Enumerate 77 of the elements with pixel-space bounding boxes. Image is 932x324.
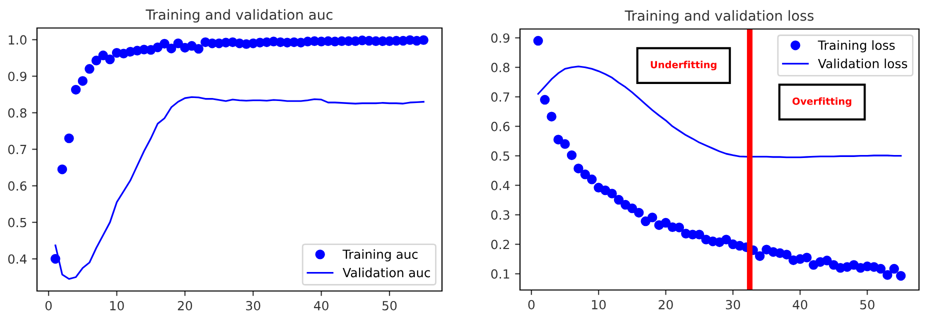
y-tick-label: 0.6 bbox=[8, 181, 26, 191]
y-tick-label: 0.4 bbox=[491, 180, 510, 190]
point bbox=[822, 256, 832, 266]
point bbox=[660, 218, 671, 228]
y-tick-label: 0.5 bbox=[8, 218, 26, 228]
y-tick-label: 0.7 bbox=[8, 144, 26, 154]
y-tick-label: 0.5 bbox=[491, 151, 510, 161]
point bbox=[647, 212, 658, 222]
point bbox=[173, 38, 183, 48]
point bbox=[91, 56, 102, 66]
point bbox=[754, 251, 765, 261]
point bbox=[540, 94, 550, 105]
x-tick-label: 30 bbox=[726, 300, 740, 310]
point bbox=[607, 188, 617, 198]
y-tick-label: 0.3 bbox=[491, 210, 510, 220]
y-tick-label: 0.9 bbox=[491, 33, 510, 43]
chart-title: Training and validation auc bbox=[146, 9, 332, 23]
point bbox=[98, 50, 108, 60]
y-tick-label: 0.8 bbox=[8, 108, 26, 118]
point bbox=[546, 112, 556, 122]
legend-label: Validation loss bbox=[818, 58, 908, 68]
legend-label: Training auc bbox=[342, 249, 418, 262]
point bbox=[152, 42, 163, 52]
point bbox=[560, 139, 570, 149]
x-tick-label: 40 bbox=[314, 300, 328, 310]
x-tick-label: 0 bbox=[528, 300, 535, 310]
point bbox=[721, 234, 732, 244]
point bbox=[627, 203, 638, 214]
point bbox=[160, 38, 170, 49]
y-tick-label: 0.1 bbox=[491, 269, 510, 279]
point bbox=[574, 164, 584, 174]
point bbox=[882, 270, 892, 280]
chart-title: Training and validation loss bbox=[624, 10, 814, 24]
point bbox=[614, 194, 624, 205]
y-tick-label: 0.2 bbox=[491, 240, 510, 250]
point bbox=[71, 84, 81, 95]
x-tick-label: 20 bbox=[178, 300, 192, 310]
point bbox=[78, 76, 88, 86]
y-tick-label: 0.8 bbox=[491, 62, 510, 72]
point bbox=[64, 133, 74, 144]
point bbox=[876, 264, 886, 274]
point bbox=[553, 134, 564, 144]
point bbox=[84, 64, 94, 74]
point bbox=[587, 174, 597, 184]
y-tick-label: 0.4 bbox=[8, 254, 27, 264]
x-tick-label: 50 bbox=[382, 300, 397, 310]
point bbox=[782, 250, 792, 260]
point bbox=[802, 252, 812, 262]
point bbox=[194, 44, 204, 54]
annotation: Overfitting bbox=[792, 97, 852, 107]
legend-label: Training loss bbox=[818, 40, 895, 52]
point bbox=[620, 200, 630, 210]
x-tick-label: 0 bbox=[45, 300, 52, 310]
point bbox=[105, 54, 115, 64]
x-tick-label: 30 bbox=[246, 300, 260, 310]
point bbox=[889, 264, 900, 274]
point bbox=[674, 222, 684, 232]
y-tick-label: 0.9 bbox=[8, 72, 26, 82]
legend-label: Validation auc bbox=[342, 268, 430, 278]
point bbox=[418, 35, 428, 45]
annotation: Underfitting bbox=[650, 60, 716, 70]
x-tick-label: 50 bbox=[860, 300, 874, 310]
y-tick-label: 1.0 bbox=[8, 35, 26, 45]
y-tick-label: 0.6 bbox=[491, 122, 510, 132]
y-tick-label: 0.7 bbox=[491, 92, 510, 102]
point bbox=[634, 208, 644, 218]
point bbox=[566, 150, 577, 160]
point bbox=[640, 216, 650, 226]
point bbox=[580, 170, 590, 180]
x-tick-label: 10 bbox=[592, 300, 606, 310]
point bbox=[57, 164, 68, 174]
point bbox=[896, 270, 906, 281]
point bbox=[166, 44, 176, 54]
x-tick-label: 20 bbox=[658, 300, 673, 310]
point bbox=[533, 36, 543, 46]
x-tick-label: 10 bbox=[110, 300, 124, 310]
x-tick-label: 40 bbox=[792, 300, 808, 310]
